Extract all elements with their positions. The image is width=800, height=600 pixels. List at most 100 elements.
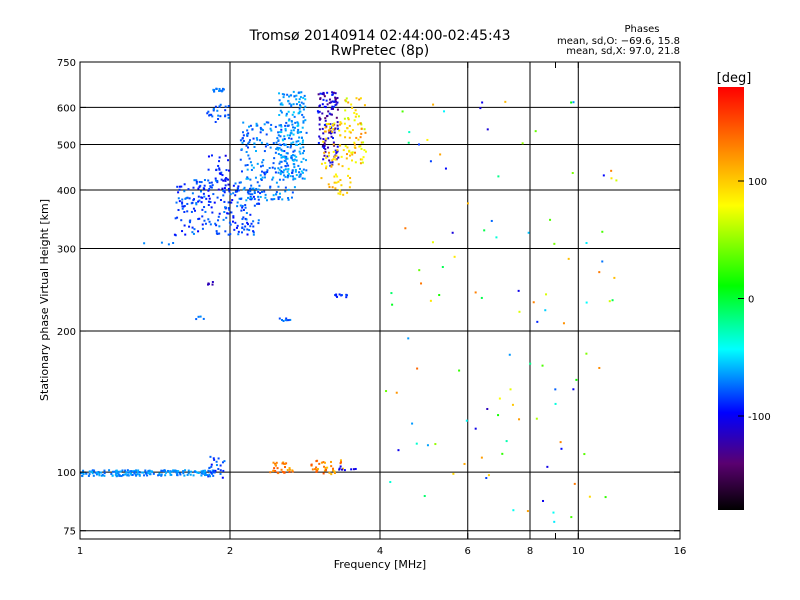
- echo-point: [249, 178, 252, 181]
- echo-point: [280, 156, 283, 159]
- echo-point: [339, 144, 342, 147]
- echo-point: [138, 470, 141, 473]
- echo-point: [191, 231, 194, 234]
- echo-point: [220, 90, 223, 93]
- echo-point: [332, 143, 335, 146]
- echo-point: [608, 300, 611, 303]
- echo-point: [319, 97, 322, 100]
- echo-point: [178, 188, 181, 191]
- echo-point: [202, 469, 205, 472]
- echo-point: [237, 189, 240, 192]
- echo-point: [264, 145, 267, 148]
- echo-point: [326, 103, 329, 106]
- echo-point: [253, 145, 256, 148]
- echo-point: [283, 135, 286, 138]
- echo-point: [323, 465, 326, 468]
- echo-point: [349, 181, 352, 184]
- echo-point: [300, 170, 303, 173]
- echo-point: [323, 151, 326, 154]
- echo-point: [296, 125, 299, 128]
- echo-point: [213, 90, 216, 93]
- echo-point: [474, 291, 477, 294]
- echo-point: [148, 469, 151, 472]
- echo-point: [293, 186, 296, 189]
- echo-point: [175, 470, 178, 473]
- echo-point: [195, 471, 198, 474]
- echo-point: [287, 188, 290, 191]
- echo-point: [249, 196, 252, 199]
- echo-point: [242, 121, 245, 124]
- echo-point: [284, 127, 287, 130]
- echo-point: [327, 154, 330, 157]
- echo-point: [327, 183, 330, 186]
- echo-point: [217, 188, 220, 191]
- echo-point: [355, 136, 358, 139]
- echo-point: [284, 143, 287, 146]
- echo-point: [355, 97, 358, 100]
- points-layer: [79, 87, 618, 523]
- echo-point: [322, 92, 325, 95]
- echo-point: [364, 131, 367, 134]
- echo-point: [210, 181, 213, 184]
- echo-point: [218, 87, 221, 90]
- echo-point: [278, 147, 281, 150]
- echo-point: [259, 174, 262, 177]
- y-tick-label: 600: [57, 103, 76, 114]
- echo-point: [256, 202, 259, 205]
- echo-point: [210, 472, 213, 475]
- x-axis-label: Frequency [MHz]: [334, 558, 426, 571]
- echo-point: [337, 192, 340, 195]
- echo-point: [281, 462, 284, 465]
- echo-point: [260, 190, 263, 193]
- echo-point: [276, 467, 279, 470]
- echo-point: [297, 128, 300, 131]
- echo-point: [81, 474, 84, 477]
- echo-point: [128, 470, 131, 473]
- echo-point: [348, 154, 351, 157]
- echo-point: [292, 90, 295, 93]
- echo-point: [602, 174, 605, 177]
- echo-point: [297, 91, 300, 94]
- echo-point: [324, 162, 327, 165]
- echo-point: [298, 131, 301, 134]
- echo-point: [304, 105, 307, 108]
- echo-point: [331, 93, 334, 96]
- echo-point: [293, 115, 296, 118]
- echo-point: [301, 126, 304, 129]
- echo-point: [541, 364, 544, 367]
- echo-point: [95, 473, 98, 476]
- echo-point: [562, 322, 565, 325]
- echo-point: [295, 98, 298, 101]
- echo-point: [181, 201, 184, 204]
- echo-point: [324, 106, 327, 109]
- echo-point: [195, 318, 198, 321]
- echo-point: [203, 474, 206, 477]
- echo-point: [333, 123, 336, 126]
- echo-point: [203, 195, 206, 198]
- colorbar-tick-label: 0: [748, 295, 754, 306]
- echo-point: [298, 171, 301, 174]
- echo-point: [290, 105, 293, 108]
- echo-point: [192, 199, 195, 202]
- echo-point: [297, 164, 300, 167]
- echo-point: [115, 475, 118, 478]
- echo-point: [567, 257, 570, 260]
- echo-point: [535, 417, 538, 420]
- echo-point: [354, 115, 357, 118]
- echo-point: [335, 158, 338, 161]
- echo-point: [181, 230, 184, 233]
- echo-point: [131, 470, 134, 473]
- echo-point: [336, 295, 339, 298]
- echo-point: [278, 114, 281, 117]
- echo-point: [303, 94, 306, 97]
- echo-point: [359, 158, 362, 161]
- echo-point: [615, 179, 618, 182]
- echo-point: [321, 92, 324, 95]
- echo-point: [283, 174, 286, 177]
- echo-point: [325, 165, 328, 168]
- echo-point: [333, 175, 336, 178]
- echo-point: [170, 473, 173, 476]
- echo-point: [218, 89, 221, 92]
- echo-point: [286, 469, 289, 472]
- echo-point: [122, 474, 125, 477]
